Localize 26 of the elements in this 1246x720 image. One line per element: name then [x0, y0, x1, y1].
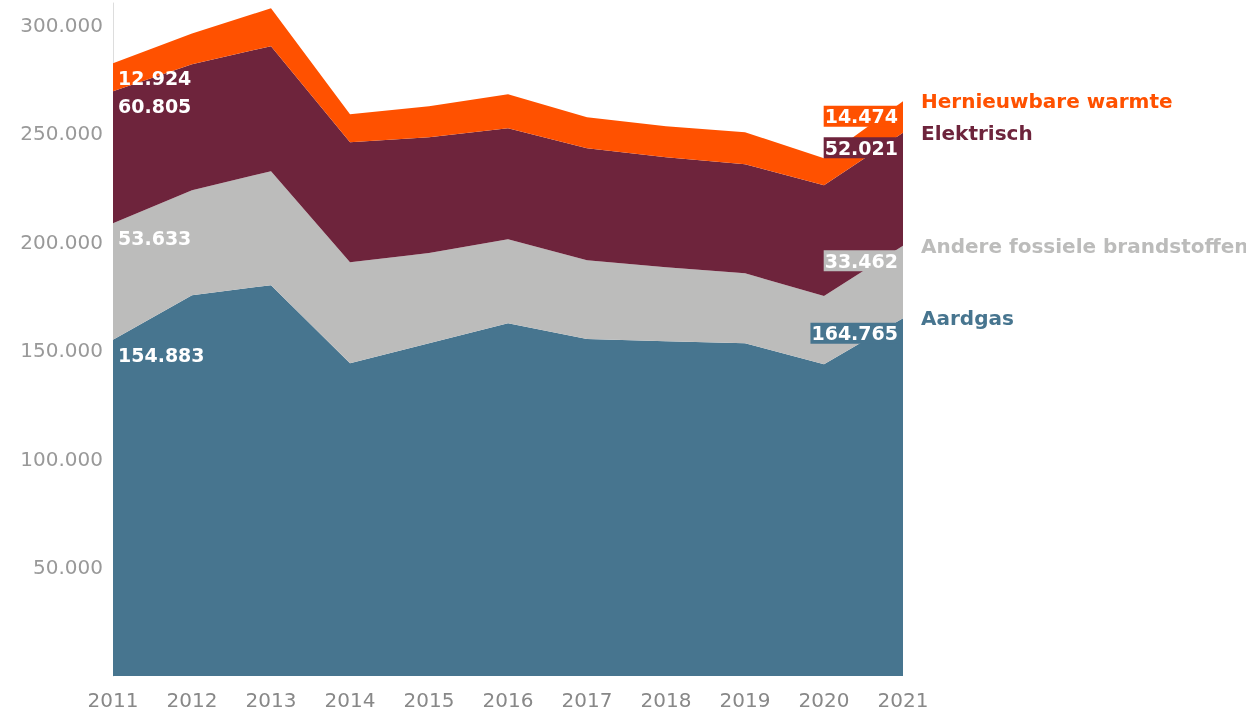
x-tick-label: 2018 [640, 688, 692, 712]
y-tick-label: 50.000 [33, 555, 103, 580]
x-tick-label: 2012 [166, 688, 218, 712]
series-label: Aardgas [921, 306, 1014, 331]
series-label: Elektrisch [921, 120, 1033, 145]
x-tick-label: 2014 [324, 688, 376, 712]
data-label: 14.474 [824, 105, 898, 128]
x-tick-label: 2011 [87, 688, 139, 712]
x-tick-label: 2020 [798, 688, 850, 712]
series-label: Andere fossiele brandstoffen [921, 233, 1246, 258]
y-tick-label: 100.000 [20, 446, 103, 471]
x-tick-label: 2015 [403, 688, 455, 712]
x-tick-label: 2016 [482, 688, 534, 712]
data-label: 33.462 [824, 249, 898, 272]
y-tick-label: 250.000 [20, 121, 103, 146]
x-tick-label: 2019 [719, 688, 771, 712]
x-tick-label: 2013 [245, 688, 297, 712]
x-tick-label: 2017 [561, 688, 613, 712]
series-label: Hernieuwbare warmte [921, 89, 1173, 114]
x-tick-label: 2021 [877, 688, 929, 712]
data-label: 53.633 [118, 227, 192, 250]
y-tick-label: 300.000 [20, 12, 103, 37]
data-label: 52.021 [824, 136, 898, 159]
data-label: 60.805 [118, 95, 192, 118]
y-tick-label: 150.000 [20, 338, 103, 363]
y-tick-label: 200.000 [20, 229, 103, 254]
